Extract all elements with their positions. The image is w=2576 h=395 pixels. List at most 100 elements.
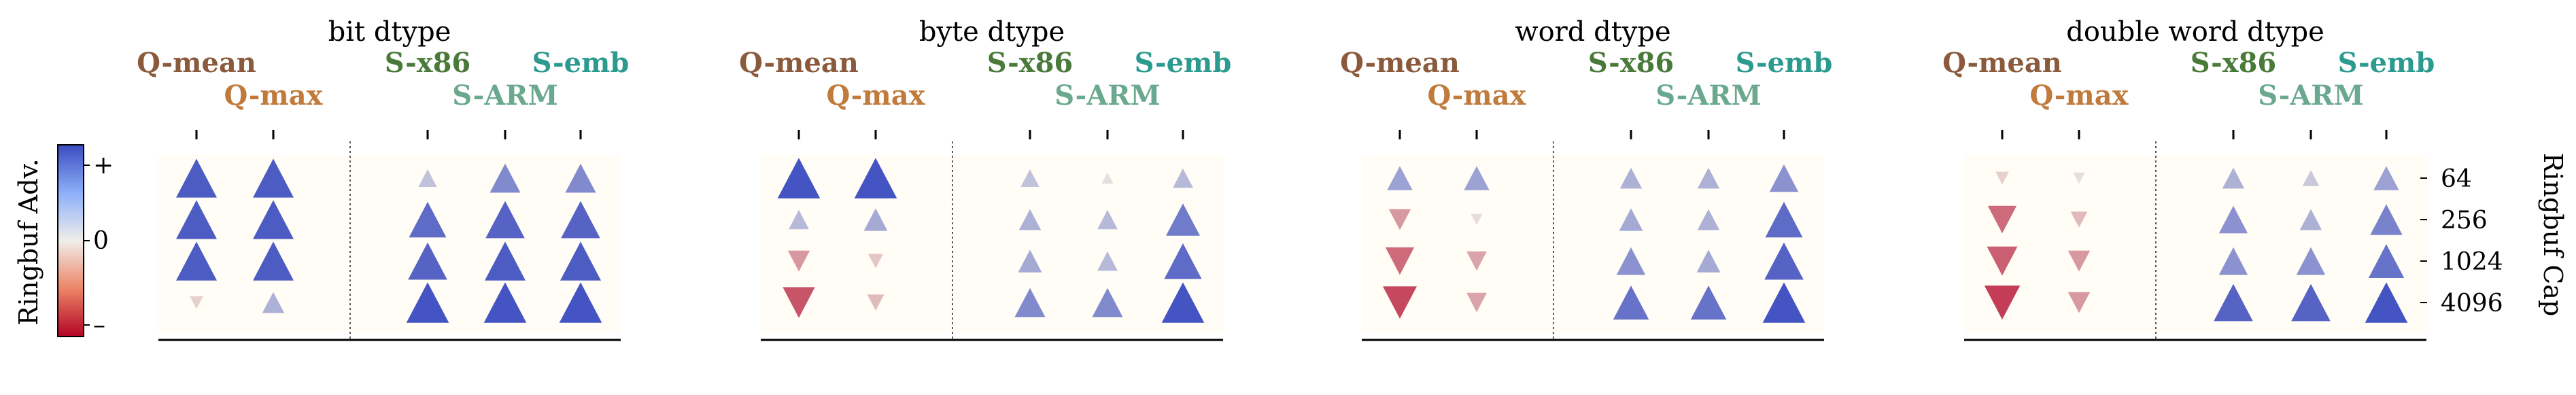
data-marker xyxy=(2368,244,2405,278)
data-marker xyxy=(1619,208,1643,231)
data-marker xyxy=(406,282,449,323)
data-marker xyxy=(2067,250,2091,272)
data-marker xyxy=(1616,247,1646,275)
data-marker xyxy=(2073,172,2085,184)
data-marker xyxy=(409,201,447,238)
data-marker xyxy=(1466,292,1487,313)
method-label: Q-mean xyxy=(739,47,859,79)
data-marker xyxy=(176,241,217,281)
method-label: Q-max xyxy=(224,80,324,111)
colorbar-label: Ringbuf Adv. xyxy=(14,158,44,325)
data-marker xyxy=(1987,246,2018,276)
panel-title: word dtype xyxy=(1515,16,1670,48)
method-label: Q-max xyxy=(827,80,926,111)
data-marker xyxy=(1097,251,1118,271)
data-marker xyxy=(1984,286,2021,320)
panel-background xyxy=(1362,155,1824,333)
data-marker xyxy=(2218,205,2248,234)
data-marker xyxy=(868,254,884,269)
right-axis-label: Ringbuf Cap xyxy=(2538,153,2568,317)
method-label: S-ARM xyxy=(1054,80,1161,111)
data-marker xyxy=(1471,213,1483,226)
data-marker xyxy=(418,169,437,187)
data-marker xyxy=(485,201,525,239)
colorbar-gradient xyxy=(57,144,84,337)
method-label: S-emb xyxy=(1736,47,1833,79)
data-marker xyxy=(1092,288,1123,317)
data-marker xyxy=(1383,286,1417,319)
data-marker xyxy=(2214,284,2253,322)
data-marker xyxy=(2070,211,2088,228)
data-marker xyxy=(1161,282,1205,323)
data-marker xyxy=(1020,169,1040,187)
right-tick-label-256: 256 xyxy=(2441,207,2488,235)
right-tick-label-1024: 1024 xyxy=(2441,248,2503,276)
data-marker xyxy=(262,292,285,313)
data-marker xyxy=(190,296,203,309)
method-label: S-emb xyxy=(1135,47,1232,79)
data-marker xyxy=(1696,250,1721,273)
data-marker xyxy=(1690,286,1727,320)
data-marker xyxy=(408,242,447,280)
data-marker xyxy=(1619,167,1643,189)
data-marker xyxy=(2291,284,2331,322)
data-marker xyxy=(867,294,885,311)
data-marker xyxy=(1385,247,1415,275)
panel-title: double word dtype xyxy=(2066,16,2324,48)
method-label: Q-max xyxy=(2030,80,2129,111)
data-marker xyxy=(1764,242,1804,280)
data-marker xyxy=(1388,209,1411,230)
data-marker xyxy=(176,200,217,239)
data-marker xyxy=(559,282,602,323)
method-label: S-ARM xyxy=(2258,80,2364,111)
method-label: S-x86 xyxy=(385,47,470,79)
data-marker xyxy=(2365,282,2408,323)
data-marker xyxy=(1762,282,1806,323)
data-marker xyxy=(1697,209,1720,230)
data-marker xyxy=(2302,170,2320,186)
right-tick-label-4096: 4096 xyxy=(2441,290,2503,317)
data-marker xyxy=(1697,167,1720,189)
method-label: S-emb xyxy=(532,47,630,79)
data-marker xyxy=(2373,166,2399,190)
data-marker xyxy=(253,200,294,239)
method-label: S-emb xyxy=(2338,47,2435,79)
data-marker xyxy=(1387,166,1413,190)
data-marker xyxy=(854,158,897,199)
data-marker xyxy=(863,208,888,231)
method-label: S-ARM xyxy=(1655,80,1762,111)
data-marker xyxy=(561,201,600,239)
method-label: Q-mean xyxy=(137,47,256,79)
method-label: Q-mean xyxy=(1942,47,2062,79)
colorbar: + 0 – Ringbuf Adv. xyxy=(14,144,114,339)
data-marker xyxy=(253,158,294,198)
colorbar-tick-plus-label: + xyxy=(93,152,114,179)
panels: bit dtypeQ-meanQ-maxS-x86S-ARMS-embbyte … xyxy=(137,16,2435,341)
method-label: S-x86 xyxy=(1588,47,1674,79)
data-marker xyxy=(1613,286,1649,320)
data-marker xyxy=(777,158,821,199)
data-marker xyxy=(1018,250,1042,273)
data-marker xyxy=(490,163,521,193)
data-marker xyxy=(1995,171,2009,185)
data-marker xyxy=(2296,247,2326,275)
panel-background xyxy=(158,155,621,333)
panel-title: bit dtype xyxy=(328,16,451,48)
colorbar-tick-zero-label: 0 xyxy=(93,227,109,255)
data-marker xyxy=(783,287,815,318)
right-axis: 64 256 1024 4096 Ringbuf Cap xyxy=(2420,153,2568,317)
method-label: Q-max xyxy=(1428,80,1527,111)
data-marker xyxy=(787,250,810,272)
data-marker xyxy=(1173,168,1193,188)
data-marker xyxy=(1769,164,1799,192)
method-label: S-x86 xyxy=(987,47,1073,79)
colorbar-tick-minus-label: – xyxy=(93,311,105,339)
data-marker xyxy=(253,241,294,281)
data-marker xyxy=(1466,251,1487,271)
data-marker xyxy=(1014,288,1046,317)
